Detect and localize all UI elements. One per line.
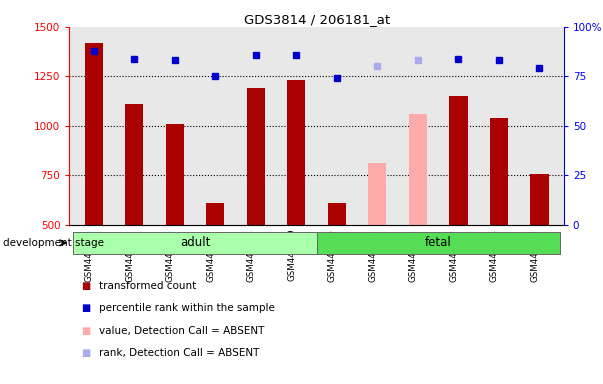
Text: GSM440239: GSM440239 <box>287 229 296 281</box>
Bar <box>490 118 508 225</box>
Text: GSM440235: GSM440235 <box>125 229 134 281</box>
Text: GSM440238: GSM440238 <box>247 229 256 281</box>
Text: GSM440244: GSM440244 <box>490 229 499 281</box>
Bar <box>368 163 387 225</box>
Text: fetal: fetal <box>425 236 452 249</box>
Text: ■: ■ <box>81 303 90 313</box>
Bar <box>287 80 306 225</box>
Text: GSM440234: GSM440234 <box>84 229 93 281</box>
Text: percentile rank within the sample: percentile rank within the sample <box>99 303 276 313</box>
Text: ■: ■ <box>81 348 90 358</box>
Bar <box>531 174 549 225</box>
Bar <box>247 88 265 225</box>
Text: GSM440242: GSM440242 <box>409 229 418 281</box>
Text: GSM440237: GSM440237 <box>206 229 215 281</box>
Text: ■: ■ <box>81 326 90 336</box>
Text: value, Detection Call = ABSENT: value, Detection Call = ABSENT <box>99 326 265 336</box>
Text: GSM440241: GSM440241 <box>368 229 377 281</box>
Text: development stage: development stage <box>3 238 104 248</box>
Bar <box>125 104 144 225</box>
Text: adult: adult <box>180 236 210 249</box>
Text: GSM440245: GSM440245 <box>531 229 540 281</box>
Bar <box>327 203 346 225</box>
Bar <box>409 114 427 225</box>
Bar <box>166 124 184 225</box>
Bar <box>84 43 103 225</box>
Text: GSM440236: GSM440236 <box>166 229 175 281</box>
Text: GSM440243: GSM440243 <box>449 229 458 281</box>
Title: GDS3814 / 206181_at: GDS3814 / 206181_at <box>244 13 390 26</box>
Text: ■: ■ <box>81 281 90 291</box>
Text: transformed count: transformed count <box>99 281 197 291</box>
Bar <box>74 232 317 254</box>
Text: rank, Detection Call = ABSENT: rank, Detection Call = ABSENT <box>99 348 260 358</box>
Bar <box>449 96 467 225</box>
Bar <box>206 203 224 225</box>
Bar <box>317 232 560 254</box>
Text: GSM440240: GSM440240 <box>328 229 337 281</box>
